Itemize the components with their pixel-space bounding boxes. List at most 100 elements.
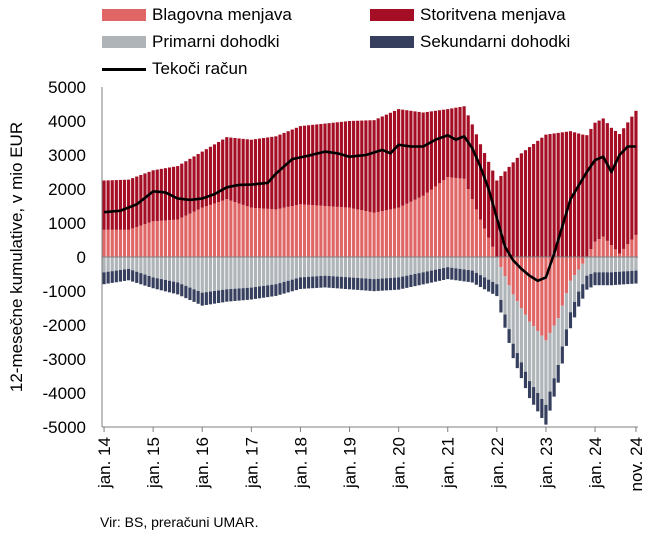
- source-note: Vir: BS, preračuni UMAR.: [100, 514, 259, 530]
- bar-1-82: [437, 183, 442, 257]
- bar-3-65: [368, 257, 372, 279]
- bar-4-1: [106, 271, 110, 284]
- bar-3-51: [311, 257, 315, 277]
- bar-1-33: [237, 203, 241, 257]
- bar-4-64: [364, 278, 368, 291]
- bar-3-104: [527, 321, 532, 382]
- bar-2-102: [519, 153, 523, 257]
- bar-2-124: [609, 127, 613, 246]
- bar-2-122: [601, 118, 605, 237]
- legend-label-blagovna: Blagovna menjava: [152, 5, 292, 24]
- bar-4-43: [278, 283, 282, 295]
- bar-4-84: [446, 267, 450, 280]
- bar-3-62: [356, 257, 360, 278]
- bar-3-67: [376, 257, 380, 279]
- bar-2-1: [106, 180, 110, 230]
- bar-1-14: [159, 220, 163, 257]
- bar-4-67: [376, 278, 380, 291]
- bar-2-76: [413, 111, 417, 200]
- bar-3-92: [478, 257, 483, 276]
- bar-1-91: [474, 209, 478, 257]
- bar-4-32: [233, 288, 237, 301]
- bar-2-121: [597, 120, 601, 240]
- bar-1-69: [384, 210, 388, 257]
- bar-3-8: [135, 257, 139, 272]
- bar-2-0: [102, 180, 106, 230]
- bar-3-39: [262, 257, 266, 286]
- bar-1-76: [413, 199, 417, 257]
- bar-4-28: [217, 290, 221, 304]
- bar-3-90: [470, 257, 474, 271]
- bar-4-35: [245, 287, 249, 300]
- bar-4-29: [221, 289, 225, 303]
- bar-4-94: [487, 279, 491, 292]
- bar-1-57: [335, 206, 339, 257]
- bar-4-93: [482, 277, 487, 290]
- bar-3-52: [315, 257, 319, 277]
- bar-1-80: [429, 189, 433, 257]
- bar-1-116: [577, 257, 581, 270]
- bar-1-9: [139, 225, 143, 257]
- bar-2-23: [196, 154, 200, 210]
- bar-4-10: [143, 274, 147, 286]
- bar-2-32: [233, 138, 237, 203]
- bar-2-37: [253, 139, 258, 208]
- bar-1-113: [564, 257, 568, 294]
- legend-line-tekoci: [102, 67, 146, 71]
- bar-1-16: [167, 220, 172, 257]
- bar-3-0: [102, 257, 106, 273]
- bar-3-114: [568, 280, 573, 313]
- legend-label-tekoci: Tekoči račun: [152, 59, 248, 78]
- bar-4-20: [184, 285, 188, 299]
- x-tick-label: jan. 22: [488, 437, 507, 489]
- x-tick-label: jan. 15: [144, 437, 163, 489]
- bar-1-85: [450, 177, 454, 257]
- bar-4-127: [622, 271, 626, 285]
- bar-1-110: [552, 257, 556, 326]
- bar-3-100: [511, 294, 515, 344]
- bar-4-80: [429, 270, 433, 283]
- bar-3-46: [290, 257, 294, 280]
- bar-3-31: [229, 257, 233, 290]
- bar-2-15: [163, 168, 168, 221]
- bar-4-91: [474, 272, 478, 285]
- bar-2-59: [343, 121, 348, 208]
- bar-2-30: [225, 137, 229, 200]
- bar-1-38: [257, 208, 262, 257]
- bar-2-79: [425, 111, 429, 193]
- bar-2-116: [577, 133, 581, 257]
- bar-4-128: [626, 271, 630, 285]
- bar-4-57: [335, 276, 339, 289]
- bar-2-70: [388, 112, 393, 210]
- bar-1-28: [217, 202, 221, 257]
- bar-3-5: [122, 257, 127, 270]
- bar-3-36: [249, 257, 253, 288]
- bar-1-111: [556, 257, 560, 319]
- bar-2-6: [127, 179, 131, 230]
- bar-4-117: [581, 284, 585, 299]
- x-tick-label: nov. 24: [627, 437, 646, 492]
- bar-2-108: [544, 134, 548, 257]
- bar-3-93: [482, 257, 487, 278]
- bar-1-104: [527, 257, 532, 322]
- bar-4-58: [339, 276, 343, 289]
- bar-4-108: [544, 404, 548, 425]
- bar-3-27: [212, 257, 217, 291]
- bar-2-100: [511, 162, 515, 257]
- bar-3-117: [581, 263, 585, 285]
- bar-2-14: [159, 168, 163, 221]
- bar-4-129: [630, 270, 634, 284]
- bar-2-63: [360, 120, 364, 211]
- bar-2-94: [487, 161, 491, 238]
- bar-4-78: [421, 272, 425, 285]
- bar-3-2: [110, 257, 114, 272]
- bar-1-39: [262, 208, 266, 257]
- bar-1-126: [617, 253, 622, 257]
- bar-3-66: [372, 257, 376, 280]
- bar-4-88: [462, 269, 466, 282]
- bar-4-5: [122, 269, 127, 281]
- bar-2-114: [568, 131, 573, 257]
- bar-1-114: [568, 257, 573, 281]
- bar-3-25: [204, 257, 208, 293]
- bar-4-74: [405, 275, 409, 288]
